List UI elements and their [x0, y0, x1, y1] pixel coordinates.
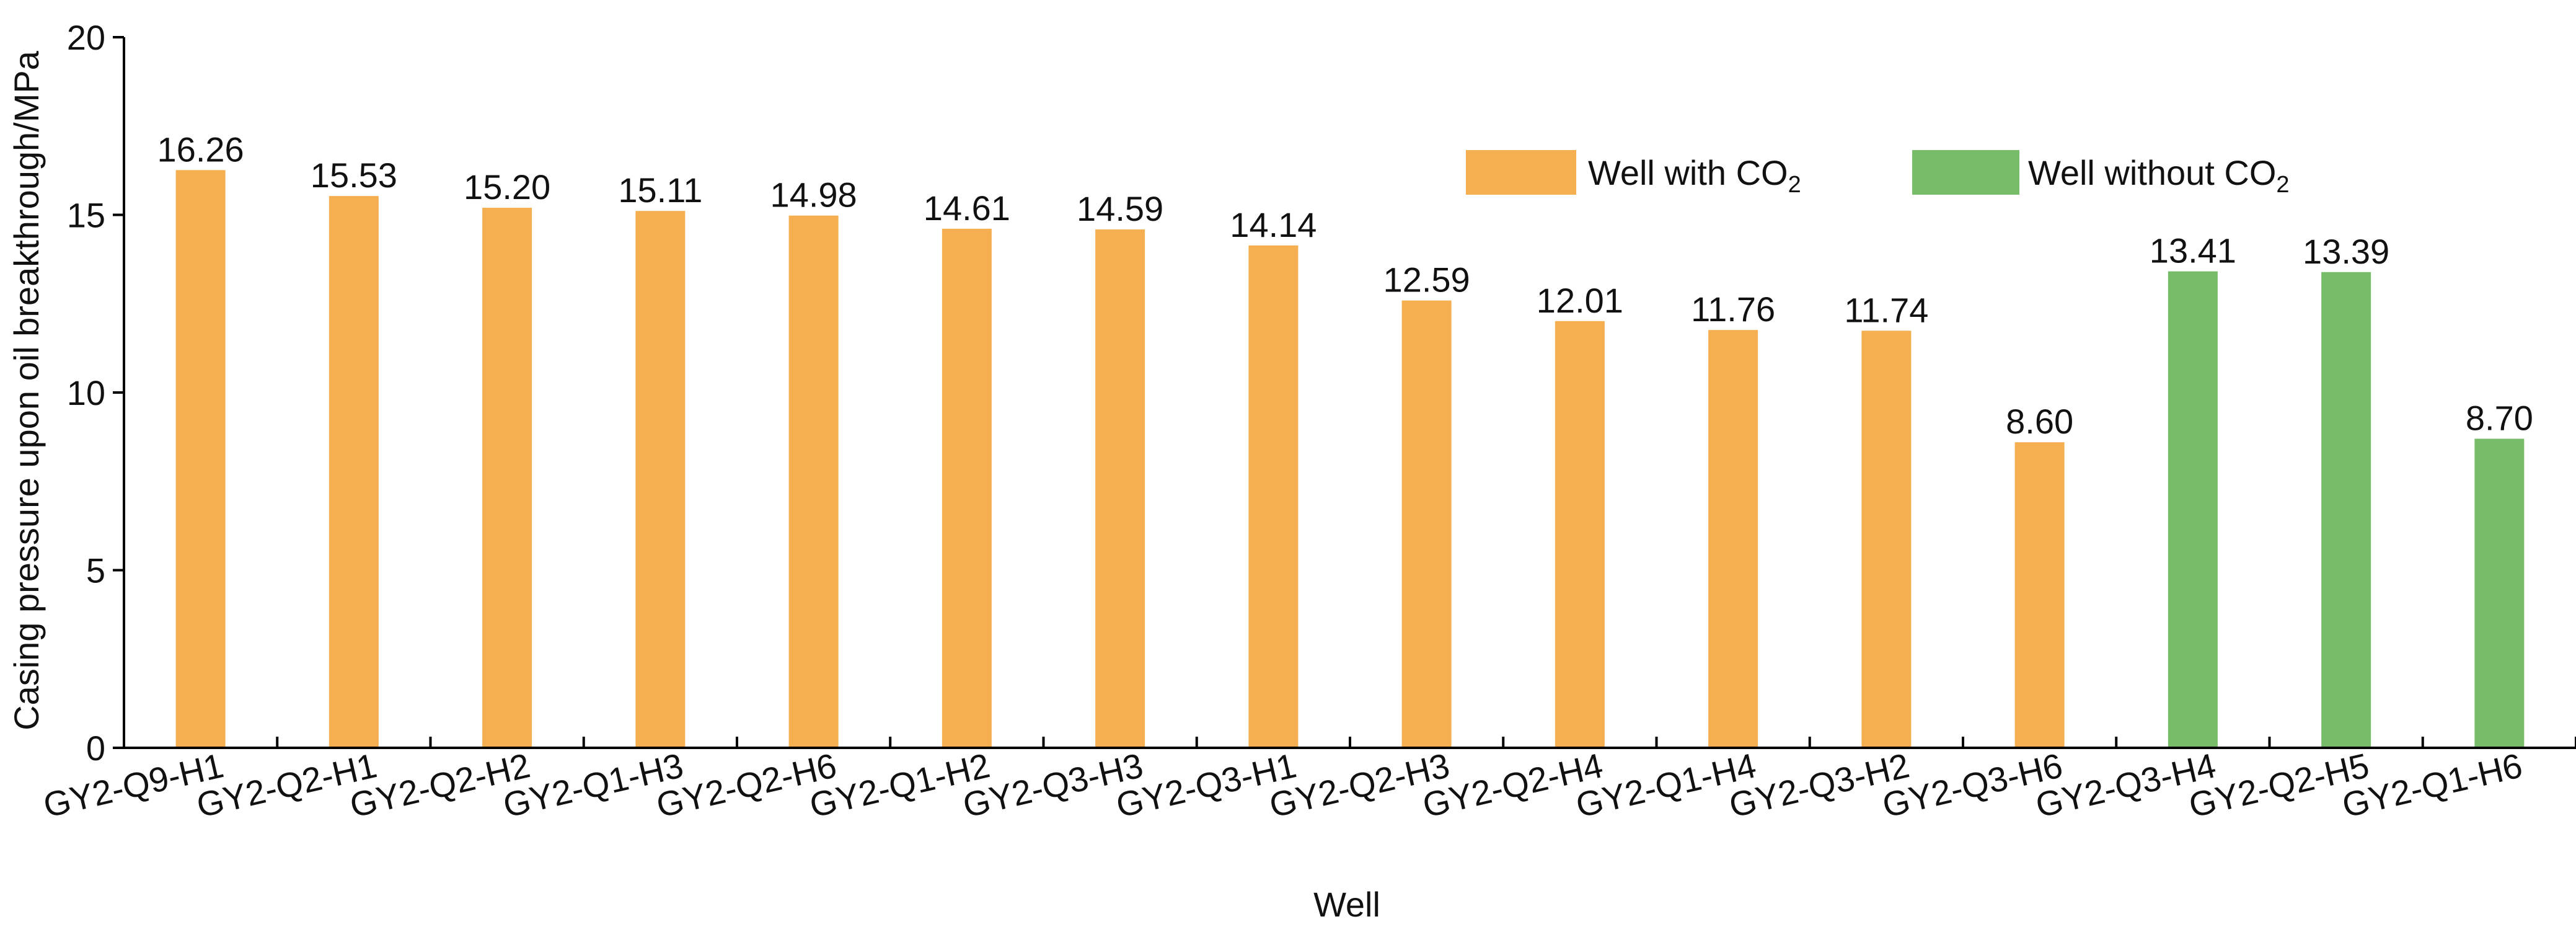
y-tick-label: 0	[86, 729, 105, 768]
bar	[1401, 300, 1452, 748]
legend-label-without-co2: Well without CO2	[2028, 153, 2290, 198]
bar	[1708, 330, 1758, 748]
bar	[788, 215, 839, 748]
bar-value-label: 14.61	[924, 189, 1010, 228]
bar-value-label: 15.53	[311, 156, 397, 195]
bars-layer	[175, 170, 2525, 748]
bar	[175, 170, 226, 748]
x-category-label: GY2-Q1-H6	[2339, 745, 2526, 825]
legend-swatch-with-co2	[1466, 150, 1576, 195]
bar-value-label: 14.98	[770, 175, 857, 215]
y-axis-ticks: 0 5 10 15 20	[67, 18, 124, 768]
bar-value-label: 13.41	[2150, 231, 2236, 270]
bar-value-label: 8.60	[2006, 402, 2073, 441]
y-axis-title: Casing pressure upon oil breakthrough/MP…	[7, 50, 46, 730]
bar	[1248, 245, 1299, 748]
x-axis-title: Well	[1313, 885, 1380, 924]
bar-value-label: 16.26	[157, 130, 244, 169]
legend-label-without-co2-main: Well without CO	[2028, 153, 2276, 192]
bar-value-label: 13.39	[2303, 232, 2389, 271]
bar	[1095, 229, 1145, 748]
y-tick-label: 20	[67, 18, 105, 57]
bar	[482, 208, 532, 748]
legend-label-with-co2-sub: 2	[1788, 172, 1801, 198]
bar-value-labels: 16.26 15.53 15.20 15.11 14.98 14.61 14.59 14.14…	[157, 130, 2533, 441]
bar	[1861, 331, 1912, 748]
bar	[2321, 272, 2371, 748]
bar	[635, 211, 686, 748]
bar-value-label: 15.11	[618, 171, 702, 210]
y-tick-label: 10	[67, 373, 105, 412]
bar-value-label: 11.74	[1844, 290, 1928, 329]
bar	[1555, 321, 1605, 748]
legend-swatch-without-co2	[1912, 150, 2019, 195]
bar	[2168, 271, 2218, 748]
bar-value-label: 11.76	[1691, 290, 1775, 329]
bar-value-label: 12.59	[1383, 260, 1470, 300]
y-tick-label: 15	[67, 196, 105, 235]
legend-label-with-co2-main: Well with CO	[1588, 153, 1788, 192]
bar	[942, 228, 992, 748]
bar-value-label: 12.01	[1537, 281, 1623, 320]
legend-label-without-co2-sub: 2	[2276, 172, 2289, 198]
legend: Well with CO2 Well without CO2	[1466, 150, 2290, 198]
bar-value-label: 14.59	[1077, 189, 1163, 228]
bar	[329, 196, 379, 748]
bar-value-label: 15.20	[464, 167, 550, 206]
x-axis-ticks: GY2-Q9-H1GY2-Q2-H1GY2-Q2-H2GY2-Q1-H3GY2-…	[40, 737, 2576, 825]
bar-value-label: 8.70	[2466, 398, 2533, 437]
bar	[2474, 438, 2525, 748]
bar-value-label: 14.14	[1230, 205, 1317, 244]
y-tick-label: 5	[86, 551, 105, 590]
bar	[2014, 442, 2065, 748]
legend-label-with-co2: Well with CO2	[1588, 153, 1801, 198]
